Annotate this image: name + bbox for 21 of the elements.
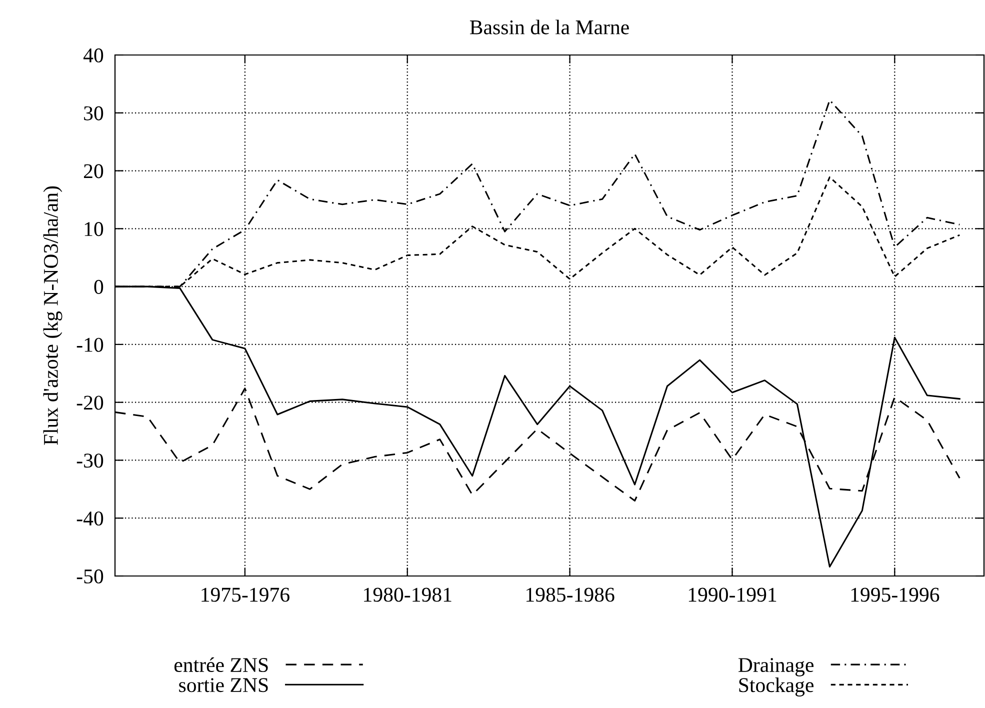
y-tick-label: -10: [76, 338, 104, 352]
x-tick-label: 1990-1991: [688, 588, 776, 602]
legend-label: entrée ZNS: [174, 657, 268, 672]
legend-label: Stockage: [739, 678, 814, 696]
y-tick-label: 0: [94, 280, 104, 294]
legend-label: Drainage: [738, 658, 814, 676]
y-tick-label: 20: [84, 164, 104, 178]
y-tick-label: 10: [84, 222, 104, 236]
y-axis-title: Flux d'azote (kg N-NO3/ha/an): [43, 186, 62, 445]
legend-label: sortie ZNS: [179, 678, 268, 692]
y-tick-label: -30: [76, 454, 104, 468]
x-tick-label: 1975-1976: [202, 588, 290, 602]
y-tick-label: -20: [76, 396, 104, 410]
x-tick-label: 1995-1996: [851, 588, 940, 602]
y-tick-label: 40: [83, 48, 104, 62]
x-tick-label: 1985-1986: [526, 588, 614, 602]
x-tick-label: 1980-1981: [364, 588, 452, 602]
y-tick-label: 30: [84, 106, 104, 120]
y-tick-label: -50: [76, 569, 104, 584]
y-tick-label: -40: [76, 511, 104, 526]
chart-title: Bassin de la Marne: [470, 20, 629, 34]
